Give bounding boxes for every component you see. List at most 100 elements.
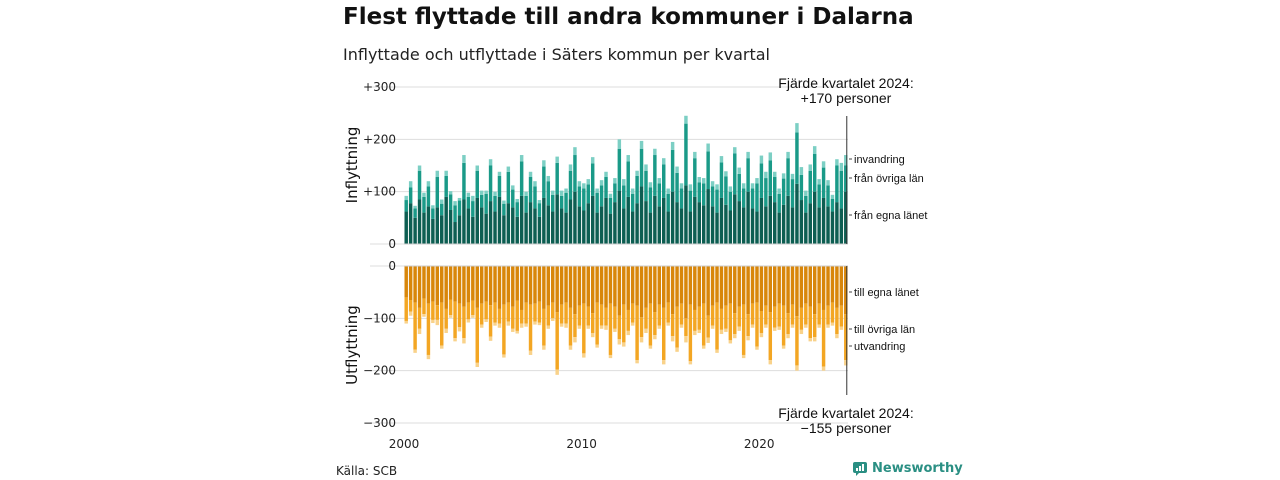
bar-segment (422, 266, 426, 299)
y-tick-label: 0 (388, 237, 396, 251)
bar-segment (653, 195, 657, 244)
bar-segment (697, 306, 701, 330)
bar-segment (599, 304, 604, 326)
bar-segment (604, 197, 608, 244)
bar-segment (559, 208, 564, 244)
bar-segment (821, 309, 826, 367)
bar-segment (413, 302, 417, 350)
bar-segment (613, 328, 617, 332)
bar-segment (733, 153, 737, 195)
bar-segment (586, 266, 590, 307)
bar-segment (453, 201, 457, 206)
legend-label: utvandring (854, 341, 905, 353)
bar-segment (511, 306, 515, 329)
bar-segment (604, 325, 608, 330)
bar-segment (666, 188, 670, 194)
bar-segment (586, 325, 590, 329)
bar-segment (506, 321, 511, 326)
bar-segment (440, 215, 444, 244)
bar-segment (826, 324, 830, 328)
bar-segment (750, 188, 755, 209)
bar-segment (755, 302, 759, 347)
bar-segment (484, 193, 488, 214)
bar-segment (515, 216, 519, 244)
bar-segment (422, 314, 426, 317)
bar-segment (821, 197, 826, 244)
bar-segment (462, 306, 466, 339)
bar-segment (524, 212, 528, 244)
bar-segment (573, 337, 577, 343)
bar-segment (630, 188, 635, 194)
bar-segment (768, 195, 773, 244)
bar-segment (715, 184, 719, 190)
bar-segment (648, 212, 653, 244)
bar-segment (586, 203, 590, 244)
bar-segment (622, 266, 626, 305)
bar-segment (804, 195, 808, 213)
bar-segment (675, 266, 679, 307)
bar-segment (413, 208, 417, 218)
bar-segment (701, 345, 706, 349)
bar-segment (839, 170, 844, 209)
bar-segment (737, 167, 741, 174)
bar-segment (590, 157, 595, 164)
bar-segment (551, 302, 555, 319)
bar-segment (626, 330, 630, 336)
bar-segment (697, 202, 701, 244)
y-tick-label: −300 (363, 416, 396, 430)
bar-segment (648, 182, 653, 188)
bar-segment (719, 197, 724, 244)
bar-segment (706, 337, 710, 343)
bar-segment (568, 170, 573, 200)
bar-segment (755, 183, 759, 212)
bar-segment (679, 208, 684, 244)
bar-segment (644, 170, 648, 202)
bar-segment (408, 181, 413, 188)
bar-segment (542, 166, 546, 198)
bar-segment (662, 266, 666, 308)
bar-segment (573, 266, 577, 315)
bar-segment (444, 170, 448, 176)
bar-segment (644, 164, 648, 171)
bar-segment (599, 180, 604, 186)
bar-segment (413, 266, 417, 303)
bar-segment (457, 200, 462, 216)
bar-segment (533, 303, 537, 322)
bar-segment (444, 328, 448, 333)
bar-segment (537, 203, 542, 217)
x-tick-label: 2010 (566, 437, 597, 451)
bar-segment (417, 165, 422, 171)
bar-segment (724, 305, 728, 329)
bar-segment (613, 306, 617, 329)
bar-segment (693, 158, 697, 197)
bar-segment (551, 318, 555, 321)
bar-segment (564, 188, 568, 193)
bar-segment (639, 317, 644, 338)
bar-segment (599, 266, 604, 305)
bar-segment (759, 155, 764, 164)
bar-segment (759, 197, 764, 244)
bar-segment (821, 161, 826, 168)
bar-segment (595, 302, 599, 345)
bar-segment (826, 266, 830, 306)
bar-segment (471, 315, 475, 318)
bar-segment (555, 312, 559, 370)
bar-segment (724, 204, 728, 244)
bar-segment (506, 166, 511, 172)
bar-segment (657, 206, 662, 244)
bar-segment (466, 302, 471, 320)
bar-segment (613, 202, 617, 244)
bar-segment (724, 171, 728, 177)
bar-segment (497, 323, 502, 328)
bar-segment (670, 336, 675, 342)
bar-segment (466, 192, 471, 197)
bar-segment (431, 208, 435, 219)
bar-segment (808, 164, 812, 171)
x-tick-label: 2020 (744, 437, 775, 451)
bar-segment (835, 165, 839, 203)
bar-segment (844, 191, 848, 244)
bar-segment (542, 308, 546, 346)
bar-segment (821, 266, 826, 310)
bar-segment (617, 339, 622, 345)
bar-segment (426, 206, 431, 244)
